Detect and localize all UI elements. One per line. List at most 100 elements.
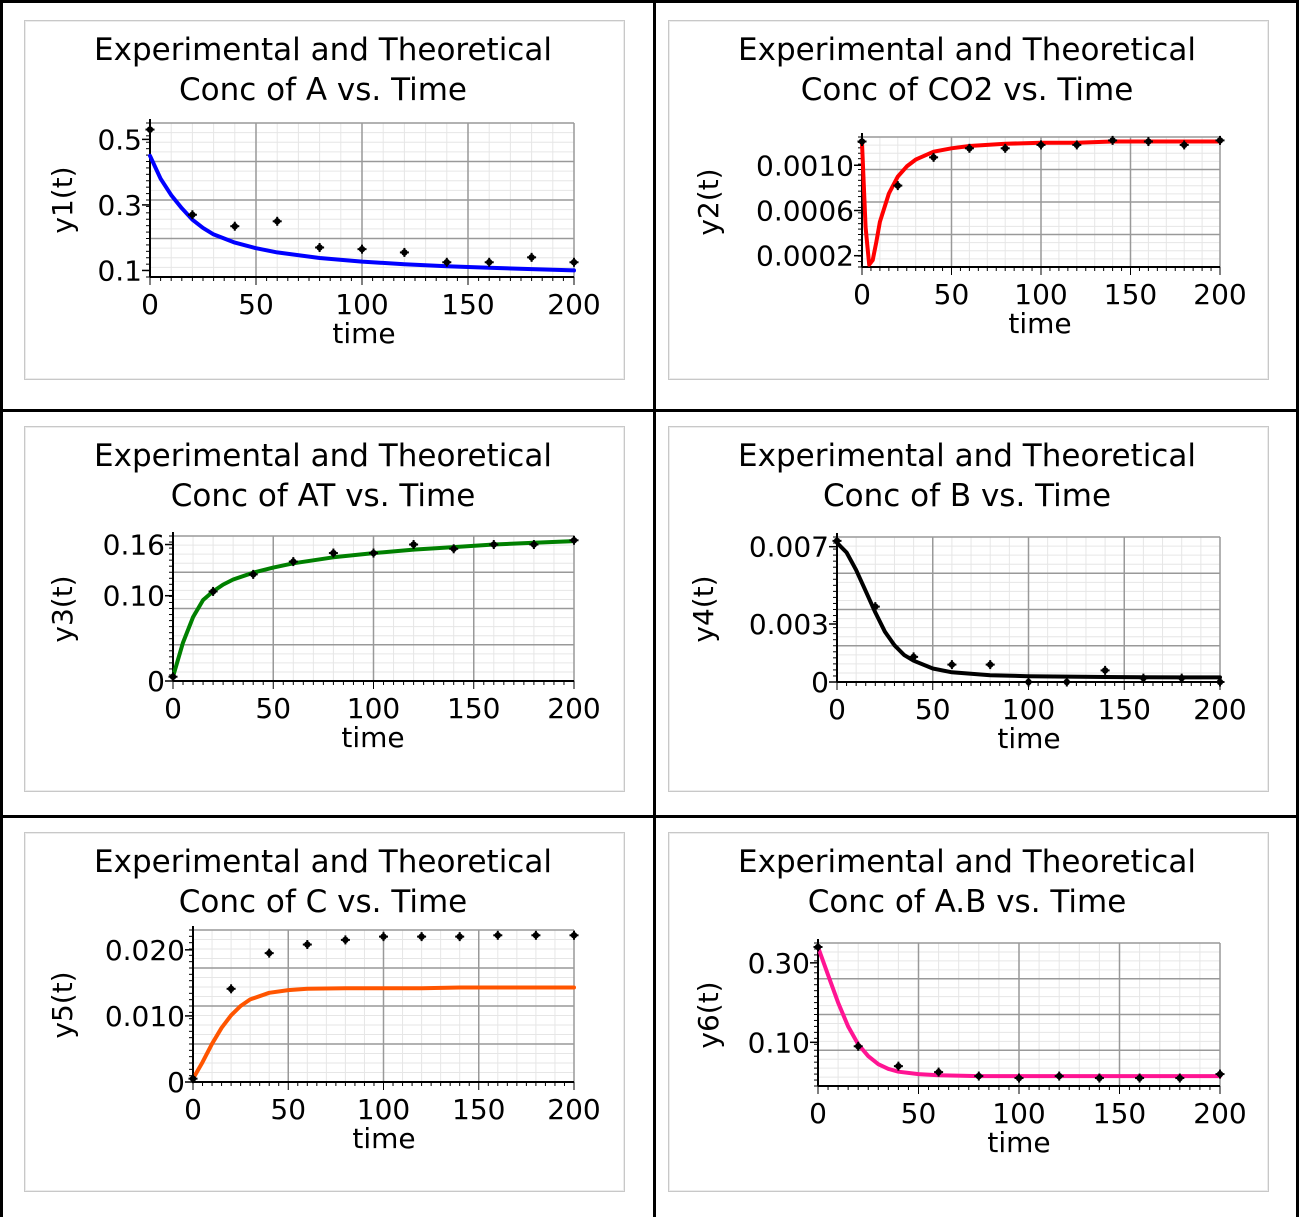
experimental-point bbox=[272, 216, 282, 226]
theory-series-line bbox=[148, 153, 576, 273]
x-tick-label: 0 bbox=[184, 1093, 202, 1126]
chart-title-line2: Conc of A vs. Time bbox=[179, 72, 467, 108]
experimental-point bbox=[369, 548, 378, 558]
x-tick-label: 0 bbox=[141, 288, 159, 321]
experimental-point bbox=[813, 942, 823, 952]
chart-title-line2: Conc of CO2 vs. Time bbox=[801, 72, 1134, 108]
experimental-point bbox=[1054, 1071, 1064, 1081]
x-axis-label: time bbox=[341, 721, 404, 754]
x-tick-label: 150 bbox=[441, 288, 494, 321]
plot-frame-ab bbox=[668, 832, 1269, 1192]
theory-series-line bbox=[191, 985, 576, 1081]
experimental-point bbox=[1024, 677, 1033, 687]
table-border-top bbox=[0, 0, 1299, 3]
experimental-point bbox=[893, 1061, 903, 1071]
chart-1: 0 50 100 150 200 0.1 0.3 0.5 Experimental and Th… bbox=[46, 32, 601, 350]
chart-6: 0 50 100 150 200 0.10 0.30 Experimental and The… bbox=[692, 844, 1247, 1159]
x-tick-label: 50 bbox=[238, 288, 274, 321]
experimental-point bbox=[1215, 1069, 1225, 1079]
experimental-point bbox=[1143, 137, 1153, 147]
experimental-point bbox=[489, 540, 499, 550]
x-tick-label: 50 bbox=[255, 692, 291, 725]
y-tick-label: 0.10 bbox=[748, 1026, 810, 1059]
x-axis-label: time bbox=[987, 1126, 1050, 1159]
experimental-point bbox=[985, 660, 995, 670]
experimental-point bbox=[832, 536, 842, 546]
x-tick-label: 0 bbox=[853, 278, 871, 311]
x-tick-label: 200 bbox=[1193, 278, 1246, 311]
experimental-point bbox=[569, 535, 579, 545]
x-axis-label: time bbox=[332, 317, 395, 350]
theory-series-line bbox=[835, 540, 1222, 680]
y-tick-label: 0.10 bbox=[103, 580, 165, 613]
y-axis-label: y6(t) bbox=[692, 981, 725, 1048]
x-tick-label: 200 bbox=[1193, 693, 1246, 726]
experimental-point bbox=[484, 257, 494, 267]
x-tick-label: 50 bbox=[270, 1093, 306, 1126]
y-tick-label: 0.0002 bbox=[756, 240, 854, 273]
chart-title-line2: Conc of B vs. Time bbox=[823, 478, 1111, 514]
y-tick-label: 0.0010 bbox=[756, 149, 854, 182]
y-axis-label: y4(t) bbox=[687, 575, 720, 642]
y-axis-label: y5(t) bbox=[46, 971, 79, 1038]
experimental-point bbox=[409, 540, 419, 550]
experimental-point bbox=[1062, 677, 1072, 687]
experimental-point bbox=[909, 652, 919, 662]
x-tick-label: 150 bbox=[1098, 693, 1151, 726]
y-tick-label: 0.30 bbox=[748, 947, 810, 980]
x-tick-label: 200 bbox=[1193, 1097, 1246, 1130]
chart-title-line1: Experimental and Theoretical bbox=[738, 32, 1196, 68]
x-tick-label: 50 bbox=[901, 1097, 937, 1130]
y-tick-label: 0.3 bbox=[97, 189, 142, 222]
experimental-point bbox=[1108, 135, 1118, 145]
x-tick-label: 50 bbox=[915, 693, 951, 726]
y-tick-label: 0 bbox=[811, 666, 829, 699]
x-tick-label: 0 bbox=[164, 692, 182, 725]
x-axis-label: time bbox=[352, 1122, 415, 1155]
experimental-point bbox=[929, 152, 939, 162]
chart-2: 0 50 100 150 200 0.0002 0.0006 0.0010 Experiment… bbox=[692, 32, 1247, 340]
x-tick-label: 100 bbox=[1014, 278, 1067, 311]
y-tick-label: 0 bbox=[167, 1066, 185, 1099]
x-tick-label: 200 bbox=[547, 692, 600, 725]
y-tick-label: 0.020 bbox=[105, 934, 185, 967]
x-tick-label: 100 bbox=[992, 1097, 1045, 1130]
x-tick-label: 100 bbox=[357, 1093, 410, 1126]
x-tick-label: 150 bbox=[1104, 278, 1157, 311]
theory-series-line bbox=[171, 539, 576, 679]
experimental-point bbox=[1036, 140, 1046, 150]
plot-frame-c bbox=[24, 832, 625, 1192]
experimental-point bbox=[1100, 665, 1110, 675]
experimental-point bbox=[974, 1071, 984, 1081]
experimental-point bbox=[455, 932, 465, 942]
x-axis-label: time bbox=[1008, 307, 1071, 340]
experimental-point bbox=[379, 932, 388, 942]
x-tick-label: 100 bbox=[1002, 693, 1055, 726]
y-tick-label: 0.16 bbox=[103, 529, 165, 562]
table-border-center bbox=[653, 0, 656, 1217]
chart-4: 0 50 100 150 200 0 0.003 0.007 Experimental and … bbox=[687, 438, 1247, 755]
experimental-point bbox=[1135, 1073, 1145, 1083]
experimental-point bbox=[226, 984, 236, 994]
theory-series-line bbox=[860, 139, 1222, 267]
experimental-point bbox=[187, 210, 197, 220]
chart-3: 0 50 100 150 200 0 0.10 0.16 Experimental and Th… bbox=[46, 438, 601, 754]
experimental-point bbox=[1179, 140, 1189, 150]
experimental-point bbox=[531, 930, 541, 940]
theory-series-line bbox=[816, 945, 1222, 1079]
experimental-point bbox=[857, 137, 867, 147]
x-tick-label: 200 bbox=[547, 288, 600, 321]
experimental-point bbox=[1072, 140, 1082, 150]
experimental-point bbox=[964, 143, 974, 153]
x-tick-label: 200 bbox=[547, 1093, 600, 1126]
x-tick-label: 0 bbox=[809, 1097, 827, 1130]
chart-title-line1: Experimental and Theoretical bbox=[738, 438, 1196, 474]
experimental-point bbox=[527, 252, 537, 262]
experimental-point bbox=[449, 544, 459, 554]
experimental-point bbox=[145, 125, 155, 135]
chart-title-line2: Conc of A.B vs. Time bbox=[808, 884, 1127, 920]
experimental-point bbox=[328, 548, 338, 558]
x-tick-label: 0 bbox=[828, 693, 846, 726]
experimental-point bbox=[1175, 1073, 1185, 1083]
